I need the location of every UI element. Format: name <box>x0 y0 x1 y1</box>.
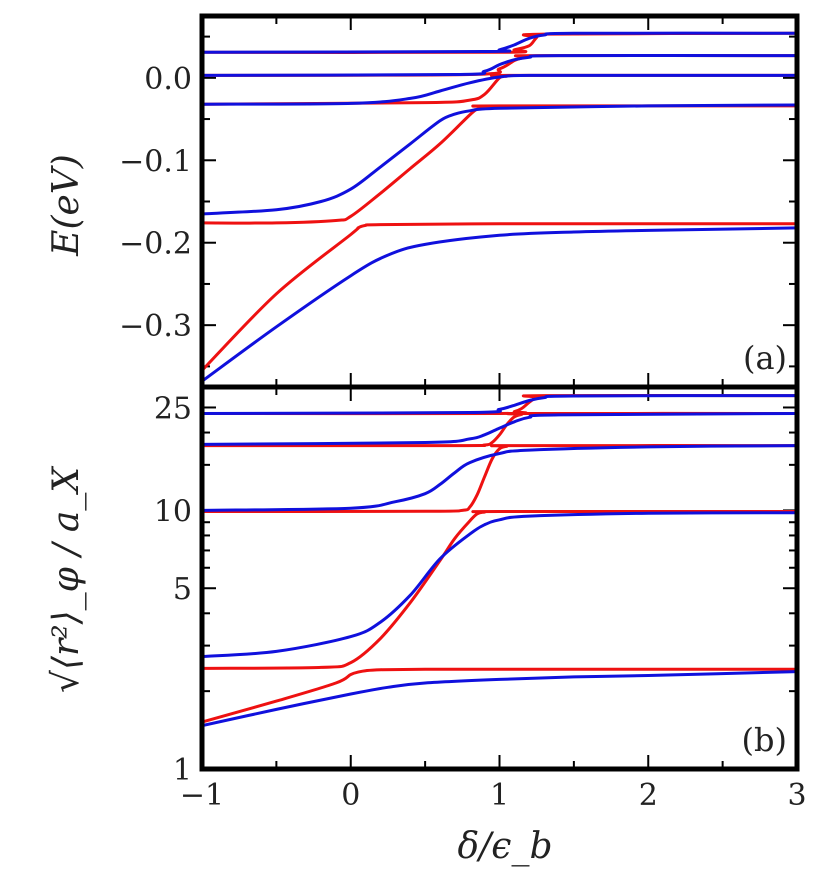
x-tick-label: 3 <box>787 778 806 813</box>
panel-a: 0.0 −0.1 −0.2 −0.3 (a) <box>119 13 800 390</box>
x-tick-label: 1 <box>490 778 509 813</box>
series-line-blue-2 <box>202 511 797 659</box>
y-axis-label-a: E(eV) <box>46 154 87 257</box>
y-tick-label: 0.0 <box>144 62 192 97</box>
series-line-blue-5 <box>202 394 797 415</box>
y-axis-label-b: √⟨r²⟩_φ / a_X <box>46 466 87 693</box>
y-tick-label: −0.3 <box>119 309 192 344</box>
y-tick-label: −0.1 <box>119 144 192 179</box>
y-tick-label: 10 <box>154 494 192 529</box>
plot-frame <box>199 384 800 772</box>
series-line-blue-3 <box>202 73 797 106</box>
axis-labels: δ/ϵ_b E(eV) √⟨r²⟩_φ / a_X <box>46 154 553 867</box>
series-line-blue-5 <box>202 31 797 54</box>
series-line-red-2 <box>202 509 797 670</box>
x-tick-label: −1 <box>180 778 224 813</box>
x-tick-label: 0 <box>341 778 360 813</box>
series-line-blue-1 <box>202 670 797 728</box>
x-axis-label: δ/ϵ_b <box>457 826 552 867</box>
series-lines <box>202 31 797 383</box>
series-line-red-2 <box>202 104 797 225</box>
series-lines <box>202 393 797 728</box>
x-tick-label: 2 <box>639 778 658 813</box>
series-line-red-1 <box>202 667 797 724</box>
y-tick-label: 5 <box>173 572 192 607</box>
y-tick-label: −0.2 <box>119 227 192 262</box>
series-line-blue-4 <box>202 53 797 77</box>
series-line-red-4 <box>202 411 797 448</box>
panel-b: 1 5 10 25 −1 0 1 2 3(b) <box>154 384 807 813</box>
panel-label: (b) <box>742 721 787 759</box>
series-line-blue-2 <box>202 103 797 216</box>
series-line-red-3 <box>202 73 797 106</box>
series-line-red-1 <box>202 222 797 372</box>
y-tick-label: 25 <box>154 391 192 426</box>
panel-label: (a) <box>743 339 787 377</box>
y-tick-label: 1 <box>173 753 192 788</box>
series-line-blue-1 <box>202 226 797 383</box>
series-line-red-3 <box>202 444 797 513</box>
series-line-blue-4 <box>202 412 797 446</box>
series-line-blue-3 <box>202 444 797 512</box>
